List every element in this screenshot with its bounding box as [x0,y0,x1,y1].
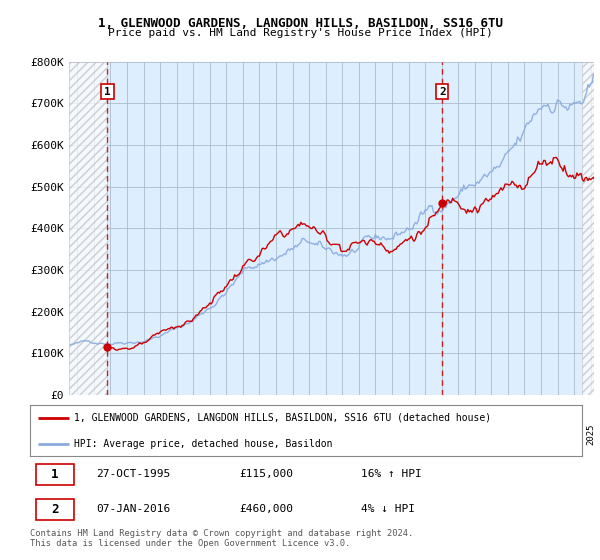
Text: 1996: 1996 [106,423,115,445]
Bar [35,464,74,485]
Text: 1, GLENWOOD GARDENS, LANGDON HILLS, BASILDON, SS16 6TU (detached house): 1, GLENWOOD GARDENS, LANGDON HILLS, BASI… [74,413,491,423]
Text: 2012: 2012 [371,423,380,445]
Text: 4% ↓ HPI: 4% ↓ HPI [361,505,415,515]
Text: 2024: 2024 [569,423,578,445]
Bar [583,62,594,395]
Text: £115,000: £115,000 [240,469,294,479]
Text: 2023: 2023 [553,423,562,445]
Text: 2016: 2016 [437,423,446,445]
Text: 27-OCT-1995: 27-OCT-1995 [96,469,170,479]
Text: 2001: 2001 [189,423,198,445]
Text: 1995: 1995 [89,423,98,445]
Text: 2002: 2002 [205,423,214,445]
Text: 2008: 2008 [305,423,314,445]
Text: 1: 1 [51,468,59,481]
Text: £460,000: £460,000 [240,505,294,515]
Text: 2011: 2011 [355,423,364,445]
Text: 2009: 2009 [321,423,330,445]
Text: 16% ↑ HPI: 16% ↑ HPI [361,469,422,479]
Text: 2015: 2015 [421,423,430,445]
Text: 2004: 2004 [238,423,247,445]
Text: 2000: 2000 [172,423,181,445]
Text: 2017: 2017 [454,423,463,445]
Text: Price paid vs. HM Land Registry's House Price Index (HPI): Price paid vs. HM Land Registry's House … [107,28,493,38]
Text: 1, GLENWOOD GARDENS, LANGDON HILLS, BASILDON, SS16 6TU: 1, GLENWOOD GARDENS, LANGDON HILLS, BASI… [97,17,503,30]
Bar [35,499,74,520]
Text: 2: 2 [439,87,446,96]
Text: 1: 1 [104,87,111,96]
Text: 2022: 2022 [536,423,545,445]
Text: 1998: 1998 [139,423,148,445]
Text: 2010: 2010 [338,423,347,445]
Text: 2005: 2005 [255,423,264,445]
Text: 2006: 2006 [272,423,281,445]
Text: 2: 2 [51,503,59,516]
Text: 2020: 2020 [503,423,512,445]
Text: 1999: 1999 [155,423,164,445]
Text: 2025: 2025 [586,423,595,445]
Bar [69,62,107,395]
Text: 2019: 2019 [487,423,496,445]
Text: 2014: 2014 [404,423,413,445]
Text: 2018: 2018 [470,423,479,445]
Text: 1994: 1994 [73,423,82,445]
Text: 2007: 2007 [288,423,297,445]
Text: 2013: 2013 [388,423,397,445]
Text: Contains HM Land Registry data © Crown copyright and database right 2024.
This d: Contains HM Land Registry data © Crown c… [30,529,413,548]
Text: HPI: Average price, detached house, Basildon: HPI: Average price, detached house, Basi… [74,438,332,449]
Text: 07-JAN-2016: 07-JAN-2016 [96,505,170,515]
Text: 1997: 1997 [122,423,131,445]
Text: 2021: 2021 [520,423,529,445]
Text: 2003: 2003 [222,423,231,445]
